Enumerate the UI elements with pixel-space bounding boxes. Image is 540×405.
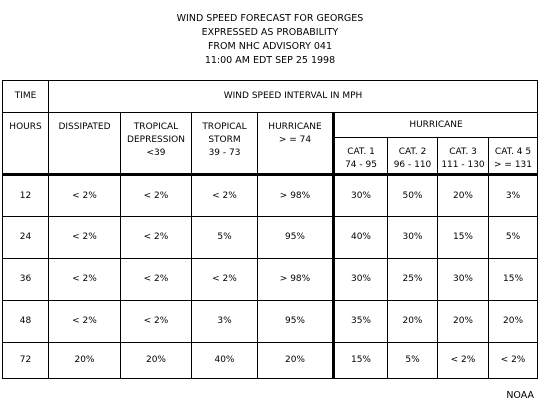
data-cell: 20% bbox=[120, 342, 192, 379]
data-cell: 15% bbox=[437, 216, 489, 259]
cell-line: <39 bbox=[146, 148, 166, 158]
cell-line: > = 131 bbox=[494, 160, 533, 170]
title-line: 11:00 AM EDT SEP 25 1998 bbox=[204, 55, 336, 66]
data-cell: > 98% bbox=[257, 174, 334, 217]
title-line: FROM NHC ADVISORY 041 bbox=[207, 41, 333, 52]
data-cell: < 2% bbox=[120, 300, 192, 343]
cell-line: > = 74 bbox=[278, 135, 312, 145]
cell-line: CAT. 2 bbox=[398, 147, 427, 157]
data-row: 48 < 2% < 2% 3% 95% 35% 20% 20% 20% bbox=[2, 300, 539, 343]
header-cell: DISSIPATED bbox=[48, 112, 121, 176]
header-cell: TROPICAL STORM 39 - 73 bbox=[191, 112, 258, 176]
header-row: HOURS DISSIPATED TROPICAL DEPRESSION <39 TROP… bbox=[2, 112, 539, 176]
data-row: 72 20% 20% 40% 20% 15% 5% < 2% < 2% bbox=[2, 342, 539, 379]
data-cell: 20% bbox=[437, 174, 489, 217]
header-cell: WIND SPEED INTERVAL IN MPH bbox=[47, 80, 539, 113]
cell-line: HURRICANE bbox=[268, 122, 322, 132]
data-cell: 25% bbox=[387, 258, 438, 301]
data-cell: 30% bbox=[332, 258, 388, 301]
cell-line: 74 - 95 bbox=[345, 160, 377, 170]
data-cell: 15% bbox=[487, 258, 539, 301]
header-cell: CAT. 3 111 - 130 bbox=[437, 137, 489, 176]
header-row: TIME WIND SPEED INTERVAL IN MPH bbox=[2, 80, 539, 113]
data-cell: < 2% bbox=[191, 174, 258, 217]
title-line: WIND SPEED FORECAST FOR GEORGES bbox=[176, 13, 364, 24]
data-cell: 3% bbox=[191, 300, 258, 343]
title: WIND SPEED FORECAST FOR GEORGES EXPRESSED… bbox=[0, 12, 540, 68]
data-cell: 5% bbox=[487, 216, 539, 259]
data-cell: 72 bbox=[2, 342, 49, 379]
data-cell: 30% bbox=[437, 258, 489, 301]
data-cell: 15% bbox=[332, 342, 388, 379]
cell-line: DEPRESSION bbox=[127, 135, 185, 145]
data-cell: 30% bbox=[332, 174, 388, 217]
cell-line: 111 - 130 bbox=[441, 160, 485, 170]
data-cell: < 2% bbox=[191, 258, 258, 301]
forecast-table: TIME WIND SPEED INTERVAL IN MPH HOURS DISSI… bbox=[2, 80, 539, 379]
data-cell: 5% bbox=[191, 216, 258, 259]
data-cell: < 2% bbox=[437, 342, 489, 379]
header-cell: CAT. 1 74 - 95 bbox=[332, 137, 388, 176]
header-cell: TROPICAL DEPRESSION <39 bbox=[120, 112, 192, 176]
data-cell: < 2% bbox=[48, 300, 121, 343]
data-cell: < 2% bbox=[120, 174, 192, 217]
footer: NOAA bbox=[506, 390, 534, 401]
cell-line: DISSIPATED bbox=[58, 122, 111, 132]
data-cell: > 98% bbox=[257, 258, 334, 301]
header-row: CAT. 1 74 - 95 CAT. 2 96 - 110 CAT. 3 111 - 1… bbox=[3, 137, 539, 176]
data-cell: 40% bbox=[332, 216, 388, 259]
data-cell: 20% bbox=[387, 300, 438, 343]
data-cell: 20% bbox=[48, 342, 121, 379]
data-cell: 95% bbox=[257, 300, 334, 343]
data-row: 24 < 2% < 2% 5% 95% 40% 30% 15% 5% bbox=[2, 216, 539, 259]
data-cell: < 2% bbox=[120, 216, 192, 259]
data-cell: 40% bbox=[191, 342, 258, 379]
data-cell: 95% bbox=[257, 216, 334, 259]
header-cell: CAT. 2 96 - 110 bbox=[387, 137, 438, 176]
data-cell: 50% bbox=[387, 174, 438, 217]
header-cell: CAT. 4 5 > = 131 bbox=[487, 137, 539, 176]
data-cell: < 2% bbox=[48, 258, 121, 301]
cell-line: 39 - 73 bbox=[208, 148, 241, 158]
data-cell: 5% bbox=[387, 342, 438, 379]
data-cell: < 2% bbox=[487, 342, 539, 379]
data-cell: 12 bbox=[2, 174, 49, 217]
data-cell: 20% bbox=[437, 300, 489, 343]
header-cell: TIME bbox=[2, 80, 49, 113]
cell-line: CAT. 3 bbox=[449, 147, 477, 157]
data-cell: 24 bbox=[2, 216, 49, 259]
cell-line: TROPICAL bbox=[202, 122, 247, 132]
cell-line: 96 - 110 bbox=[393, 160, 432, 170]
data-cell: < 2% bbox=[48, 216, 121, 259]
data-row: 36 < 2% < 2% < 2% > 98% 30% 25% 30% 15% bbox=[2, 258, 539, 301]
data-cell: < 2% bbox=[120, 258, 192, 301]
data-cell: 35% bbox=[332, 300, 388, 343]
header-cell: HURRICANE > = 74 bbox=[257, 112, 334, 176]
data-cell: 30% bbox=[387, 216, 438, 259]
cell-line: CAT. 4 5 bbox=[494, 147, 532, 157]
cell-line: TROPICAL bbox=[133, 122, 179, 132]
data-cell: 36 bbox=[2, 258, 49, 301]
title-line: EXPRESSED AS PROBABILITY bbox=[201, 27, 339, 38]
cell-line: CAT. 1 bbox=[347, 147, 375, 157]
data-cell: 20% bbox=[487, 300, 539, 343]
data-row: 12 < 2% < 2% < 2% > 98% 30% 50% 20% 3% bbox=[2, 174, 539, 217]
data-cell: < 2% bbox=[48, 174, 121, 217]
data-cell: 48 bbox=[2, 300, 49, 343]
header-cell: HOURS bbox=[2, 112, 49, 176]
header-cell: HURRICANE bbox=[331, 112, 539, 138]
data-cell: 3% bbox=[487, 174, 539, 217]
cell-line: STORM bbox=[208, 135, 241, 145]
data-cell: 20% bbox=[257, 342, 334, 379]
